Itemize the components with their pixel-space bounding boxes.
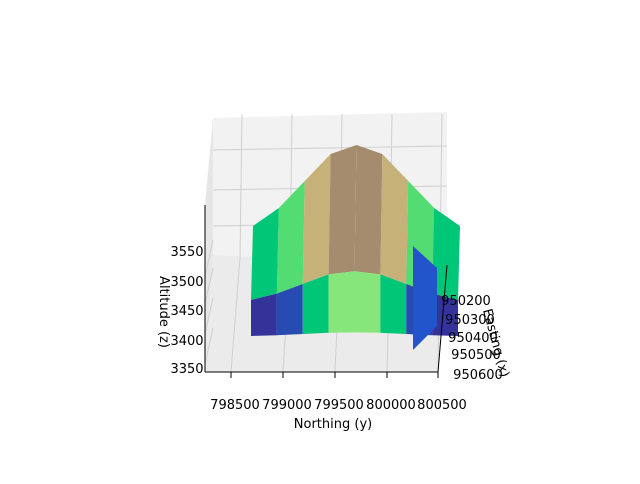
side-gridline [204, 239, 214, 277]
surface-face-upper [276, 181, 305, 294]
x-tick-label: 798500 [210, 398, 260, 413]
x-tick-label: 800000 [366, 398, 416, 413]
surface-mesh [251, 145, 460, 350]
surface-face-upper [251, 208, 279, 300]
x-tick-label: 799000 [262, 398, 312, 413]
z-tick-label: 3450 [170, 304, 203, 319]
y-tick-label: 950600 [453, 368, 503, 383]
z-tick-label: 3500 [170, 275, 203, 290]
surface-face-upper [302, 154, 331, 284]
x-tick-label: 799500 [314, 398, 364, 413]
side-pane [205, 118, 213, 372]
surface-side-face [413, 246, 437, 350]
back-gridline [212, 145, 448, 151]
surface-face-lower [380, 274, 407, 334]
surface-face-lower [432, 293, 458, 336]
side-gridline [204, 327, 214, 365]
surface-face-upper [380, 154, 409, 284]
y-tick-label: 950200 [441, 294, 491, 309]
z-tick-label: 3550 [170, 245, 203, 260]
x-axis-label: Northing (y) [294, 417, 372, 432]
floor-gridline [230, 257, 241, 373]
surface-face-lower [328, 271, 355, 333]
surface-face-lower [302, 274, 329, 334]
back-gridline [239, 113, 243, 259]
axis-lines [204, 205, 448, 378]
y-axis-line [437, 264, 448, 373]
surface-face-upper [354, 145, 383, 275]
tick-labels: 798500 799000 799500 800000 800500 950200 9503… [170, 245, 502, 413]
surface-face-lower [276, 284, 303, 336]
y-tick-label: 950500 [451, 348, 501, 363]
y-tick-label: 950300 [445, 313, 495, 328]
surface-face-lower [251, 293, 277, 336]
surface-face-upper [432, 208, 460, 300]
side-gridline [204, 267, 214, 305]
side-gridline [204, 297, 214, 335]
z-axis-label: Altitude (z) [156, 276, 171, 348]
surface-face-lower [354, 271, 381, 333]
z-tick-label: 3400 [170, 334, 203, 349]
surface-face-upper [328, 145, 357, 275]
x-tick-label: 800500 [417, 398, 467, 413]
y-tick-label: 950400 [448, 331, 498, 346]
z-tick-label: 3350 [170, 362, 203, 377]
